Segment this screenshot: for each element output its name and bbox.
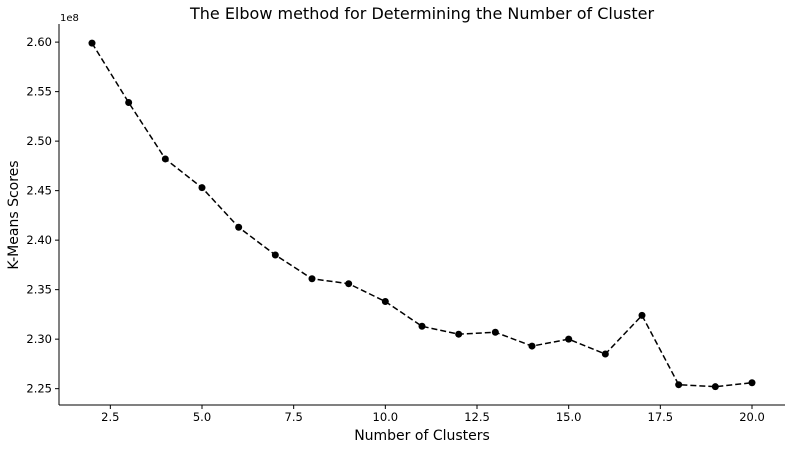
- data-point: [235, 223, 243, 231]
- axes: [58, 24, 785, 406]
- data-point: [381, 298, 389, 306]
- y-tick-label: 2.45: [26, 184, 52, 198]
- data-point: [345, 280, 353, 288]
- y-tick-label: 2.35: [26, 283, 52, 297]
- x-axis-label: Number of Clusters: [354, 428, 490, 444]
- x-tick-label: 2.5: [101, 410, 119, 424]
- y-tick-label: 2.50: [26, 134, 52, 148]
- data-point: [675, 381, 683, 389]
- data-point: [418, 322, 426, 330]
- y-tick-label: 2.40: [26, 233, 52, 247]
- x-tick-label: 12.5: [464, 410, 490, 424]
- y-axis-label: K-Means Scores: [6, 160, 22, 269]
- y-tick-label: 2.25: [26, 382, 52, 396]
- data-point: [271, 251, 279, 259]
- data-point: [491, 328, 499, 336]
- data-point: [638, 311, 646, 319]
- data-point: [528, 342, 536, 350]
- y-ticks: 2.25 2.30 2.35 2.40 2.45 2.50 2.55 2.60: [26, 35, 59, 396]
- data-point: [748, 379, 756, 387]
- chart-title: The Elbow method for Determining the Num…: [189, 4, 654, 23]
- data-point: [601, 350, 609, 358]
- data-point: [125, 99, 133, 107]
- data-point: [198, 184, 206, 192]
- y-tick-label: 2.55: [26, 85, 52, 99]
- x-tick-label: 17.5: [648, 410, 674, 424]
- y-offset-label: 1e8: [60, 13, 79, 24]
- y-tick-label: 2.60: [26, 35, 52, 49]
- x-ticks: 2.5 5.0 7.5 10.0 12.5 15.0 17.5 20.0: [101, 405, 765, 424]
- x-tick-label: 7.5: [285, 410, 303, 424]
- x-tick-label: 5.0: [193, 410, 211, 424]
- data-point: [88, 39, 96, 47]
- series-group: [88, 39, 756, 391]
- x-tick-label: 20.0: [739, 410, 765, 424]
- x-tick-label: 15.0: [556, 410, 582, 424]
- series-line: [91, 42, 753, 388]
- x-tick-label: 10.0: [373, 410, 399, 424]
- data-point: [455, 330, 463, 338]
- data-point: [161, 155, 169, 163]
- y-tick-label: 2.30: [26, 332, 52, 346]
- data-point: [711, 383, 719, 391]
- data-point: [308, 275, 316, 283]
- data-point: [565, 335, 573, 343]
